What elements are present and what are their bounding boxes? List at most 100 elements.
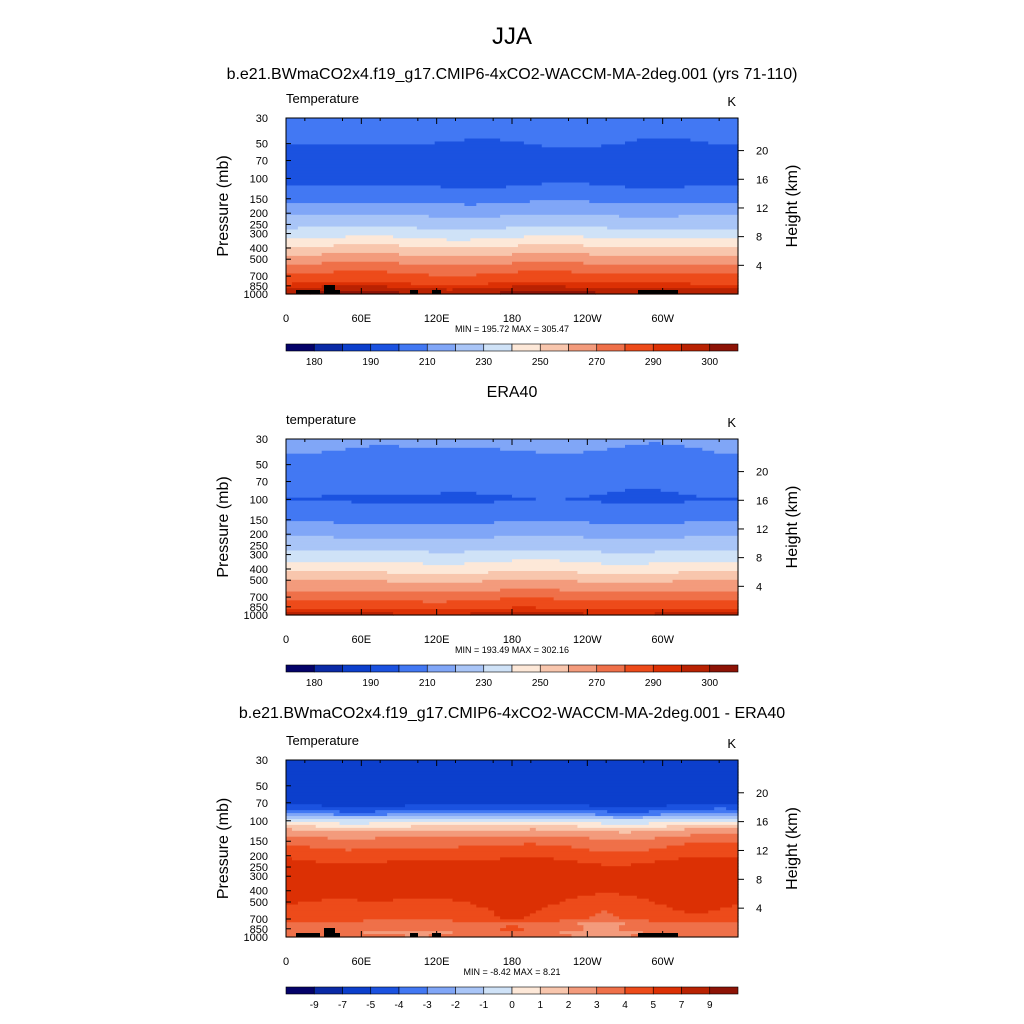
colorbar-label: 290 bbox=[645, 357, 662, 368]
contour-cell bbox=[577, 860, 656, 864]
contour-cell bbox=[387, 270, 519, 275]
contour-cell bbox=[286, 459, 739, 464]
y2-axis-title: Height (km) bbox=[784, 165, 801, 248]
colorbar-box bbox=[398, 986, 428, 995]
contour-cell bbox=[613, 913, 739, 917]
colorbar-box bbox=[652, 664, 682, 673]
contour-cell bbox=[286, 282, 293, 286]
contour-cell bbox=[286, 497, 537, 502]
contour-cell bbox=[286, 529, 739, 534]
colorbar-box bbox=[313, 986, 343, 995]
contour-cell bbox=[517, 925, 584, 929]
contour-cell bbox=[470, 901, 561, 906]
x-axis: 0 60E 120E 180 120W 60W bbox=[283, 760, 720, 968]
colorbar-label: 5 bbox=[650, 1000, 656, 1011]
contour-cell bbox=[321, 285, 388, 289]
contour-cell bbox=[286, 774, 739, 779]
contour-cell bbox=[286, 786, 739, 791]
colorbar-box bbox=[624, 343, 654, 352]
contour-cell bbox=[286, 453, 739, 458]
colorbar-box bbox=[455, 664, 485, 673]
y-tick-label: 400 bbox=[250, 886, 268, 898]
contour-cell bbox=[286, 928, 501, 932]
colorbar-label: 250 bbox=[532, 357, 549, 368]
contour-cell bbox=[672, 907, 721, 912]
contour-cell bbox=[315, 860, 388, 864]
y2-tick-label: 4 bbox=[756, 260, 762, 272]
contour-cell bbox=[393, 898, 454, 903]
contour-cell bbox=[535, 497, 567, 502]
contour-cell bbox=[666, 904, 733, 909]
contour-cell bbox=[500, 138, 638, 143]
contour-cell bbox=[286, 471, 739, 475]
panel-units-label: K bbox=[727, 736, 736, 751]
contour-cell bbox=[601, 562, 650, 566]
contour-cell bbox=[714, 450, 739, 455]
contour-cell bbox=[428, 934, 573, 938]
contour-cell bbox=[309, 845, 460, 850]
contour-cell bbox=[291, 857, 501, 861]
contour-cell bbox=[286, 612, 394, 616]
colorbar-box bbox=[539, 986, 569, 995]
contour-cell bbox=[500, 916, 525, 920]
topography-block bbox=[638, 933, 678, 937]
contour-cell bbox=[286, 880, 739, 885]
colorbar-box bbox=[342, 664, 372, 673]
contour-cell bbox=[399, 261, 513, 266]
contour-cell bbox=[286, 910, 495, 914]
contour-cell bbox=[286, 211, 739, 216]
contour-cell bbox=[506, 925, 519, 929]
contour-cell bbox=[494, 913, 531, 917]
contour-cell bbox=[541, 182, 590, 187]
contour-cell bbox=[286, 765, 739, 770]
contour-cell bbox=[286, 851, 739, 855]
colorbar-box bbox=[539, 343, 569, 352]
contour-cell bbox=[286, 241, 739, 245]
contour-cell bbox=[684, 444, 739, 449]
contour-cell bbox=[464, 203, 477, 207]
x-tick-label: 120W bbox=[573, 313, 602, 325]
contour-cell bbox=[535, 827, 686, 832]
contour-cell bbox=[286, 869, 739, 873]
contour-cell bbox=[500, 447, 608, 452]
colorbar-box bbox=[624, 986, 654, 995]
colorbar-box bbox=[370, 343, 400, 352]
contour-cell bbox=[494, 910, 537, 914]
x-tick-label: 180 bbox=[503, 313, 521, 325]
contour-field bbox=[286, 439, 739, 616]
colorbar-box bbox=[455, 343, 485, 352]
contour-cell bbox=[286, 579, 388, 584]
contour-cell bbox=[494, 500, 602, 505]
colorbar-label: 290 bbox=[645, 678, 662, 689]
contour-cell bbox=[523, 928, 584, 932]
contour-cell bbox=[321, 804, 406, 808]
colorbar-box bbox=[483, 343, 513, 352]
contour-cell bbox=[286, 821, 341, 826]
contour-cell bbox=[625, 185, 686, 189]
colorbar-box bbox=[568, 986, 598, 995]
contour-cell bbox=[291, 282, 412, 286]
contour-cell bbox=[589, 848, 650, 853]
x-axis: 0 60E 120E 180 120W 60W bbox=[283, 118, 720, 325]
contour-cell bbox=[410, 282, 489, 286]
contour-cell bbox=[583, 261, 739, 266]
contour-cell bbox=[583, 928, 620, 932]
contour-cell bbox=[690, 833, 739, 838]
contour-cell bbox=[327, 836, 376, 841]
contour-cell bbox=[488, 282, 692, 286]
contour-cell bbox=[553, 857, 680, 861]
y-tick-label: 300 bbox=[250, 229, 268, 241]
contour-cell bbox=[286, 129, 739, 134]
contour-cell bbox=[601, 144, 739, 148]
panel-units-label: K bbox=[727, 94, 736, 109]
contour-cell bbox=[619, 925, 739, 929]
colorbar-label: 0 bbox=[509, 1000, 515, 1011]
colorbar-label: 270 bbox=[588, 357, 605, 368]
colorbar-box bbox=[455, 986, 485, 995]
contour-cell bbox=[286, 532, 739, 537]
contour-cell bbox=[286, 795, 739, 799]
contour-cell bbox=[583, 612, 656, 616]
y-tick-label: 400 bbox=[250, 564, 268, 576]
contour-cell bbox=[286, 488, 626, 493]
